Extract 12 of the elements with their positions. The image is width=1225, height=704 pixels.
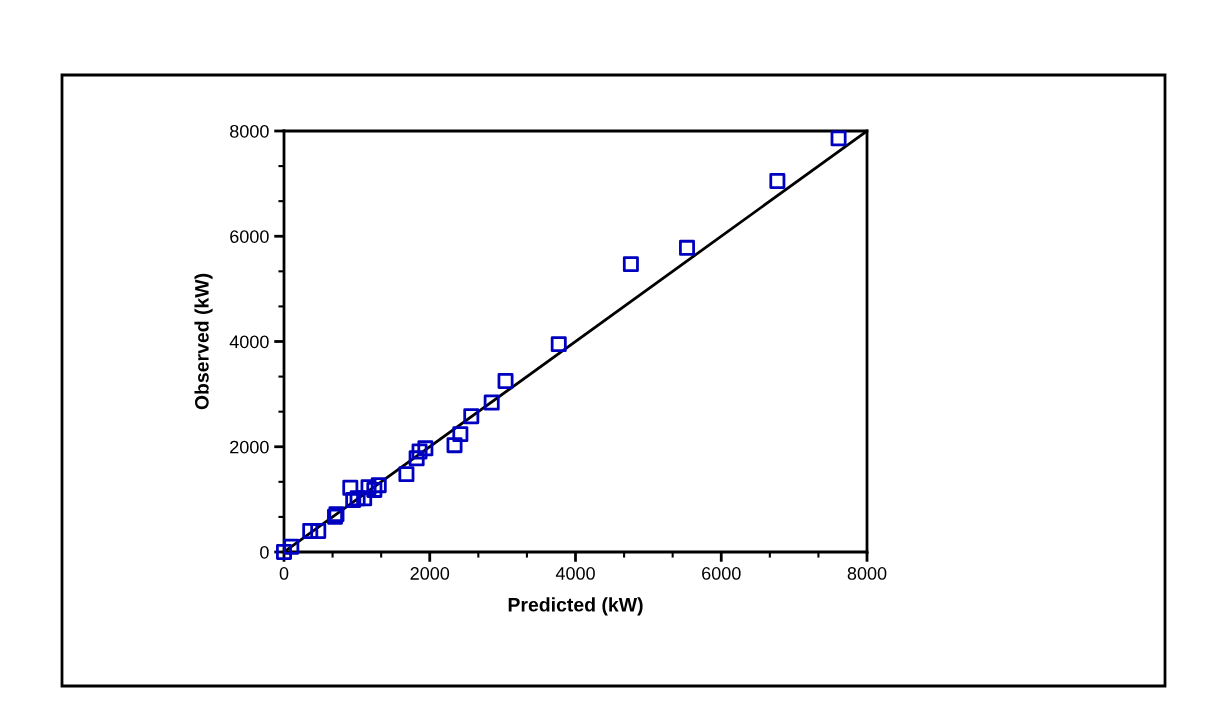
y-tick-label: 8000	[230, 124, 269, 138]
x-axis-title: Predicted (kW)	[508, 597, 643, 616]
y-tick-label: 0	[260, 545, 269, 559]
y-tick-label: 6000	[230, 230, 269, 243]
y-tick-label: 2000	[230, 440, 269, 454]
x-tick-label: 4000	[555, 567, 595, 580]
y-tick-label: 4000	[229, 335, 269, 349]
x-tick-label: 6000	[702, 567, 741, 580]
y-axis-title: Observed (kW)	[194, 273, 213, 410]
x-tick-label: 8000	[847, 567, 887, 580]
x-tick-label: 0	[279, 567, 289, 580]
x-tick-label: 2000	[410, 567, 450, 580]
